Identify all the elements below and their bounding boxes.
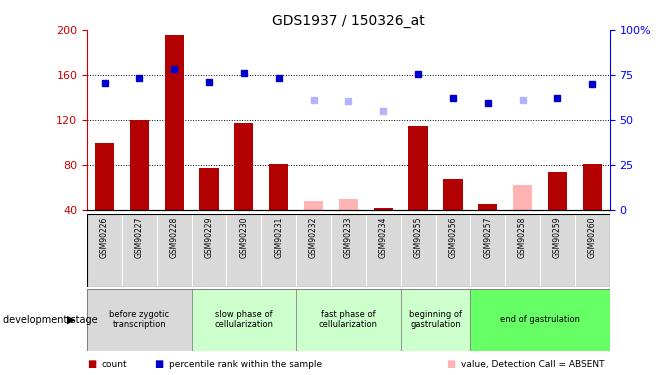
Bar [470, 289, 610, 351]
Bar [95, 142, 114, 210]
Text: GSM90257: GSM90257 [483, 217, 492, 258]
Text: fast phase of
cellularization: fast phase of cellularization [319, 310, 378, 329]
Bar [374, 208, 393, 210]
Text: end of gastrulation: end of gastrulation [500, 315, 580, 324]
Text: GSM90234: GSM90234 [379, 217, 388, 258]
Text: GSM90259: GSM90259 [553, 217, 562, 258]
Bar [444, 178, 462, 210]
Text: GSM90256: GSM90256 [448, 217, 458, 258]
Bar [401, 289, 470, 351]
Bar [165, 34, 184, 210]
Text: GSM90233: GSM90233 [344, 217, 353, 258]
Bar [269, 164, 288, 210]
Text: GSM90258: GSM90258 [518, 217, 527, 258]
Text: GSM90255: GSM90255 [413, 217, 423, 258]
Text: before zygotic
transcription: before zygotic transcription [109, 310, 170, 329]
Text: count: count [102, 360, 127, 369]
Text: GSM90230: GSM90230 [239, 217, 249, 258]
Bar [87, 289, 192, 351]
Text: GSM90260: GSM90260 [588, 217, 597, 258]
Bar [548, 172, 567, 210]
Text: GSM90226: GSM90226 [100, 217, 109, 258]
Text: GSM90227: GSM90227 [135, 217, 144, 258]
Bar [200, 168, 218, 210]
Text: GSM90228: GSM90228 [170, 217, 179, 258]
Bar [583, 164, 602, 210]
Title: GDS1937 / 150326_at: GDS1937 / 150326_at [272, 13, 425, 28]
Text: beginning of
gastrulation: beginning of gastrulation [409, 310, 462, 329]
Text: development stage: development stage [3, 315, 98, 325]
Text: GSM90232: GSM90232 [309, 217, 318, 258]
Text: ■: ■ [154, 359, 163, 369]
Bar [513, 185, 532, 210]
Text: value, Detection Call = ABSENT: value, Detection Call = ABSENT [461, 360, 604, 369]
Text: GSM90229: GSM90229 [204, 217, 214, 258]
Bar [234, 123, 253, 210]
Text: percentile rank within the sample: percentile rank within the sample [169, 360, 322, 369]
Bar [192, 289, 296, 351]
Bar [339, 199, 358, 210]
Text: ■: ■ [446, 359, 456, 369]
Text: ▶: ▶ [66, 315, 75, 325]
Bar [478, 204, 497, 210]
Bar [296, 289, 401, 351]
Text: ■: ■ [87, 359, 96, 369]
Bar [304, 201, 323, 210]
Bar [409, 126, 427, 210]
Text: slow phase of
cellularization: slow phase of cellularization [214, 310, 273, 329]
Text: GSM90231: GSM90231 [274, 217, 283, 258]
Bar [130, 120, 149, 210]
